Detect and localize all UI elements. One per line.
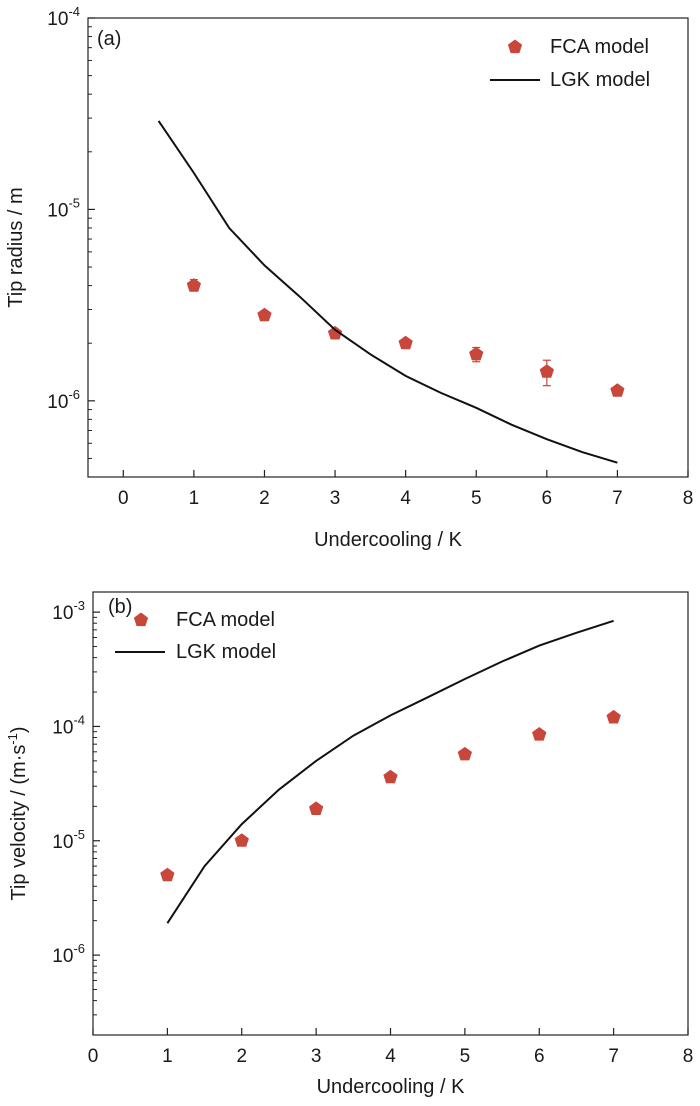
y-tick-label: 10-4	[52, 712, 85, 738]
x-tick-label: 7	[612, 488, 623, 509]
x-tick-label: 5	[471, 488, 482, 509]
y-tick-base: 10	[52, 946, 73, 967]
x-tick-label: 8	[683, 488, 694, 509]
x-tick-label: 6	[534, 1046, 545, 1067]
fca-model-point	[398, 335, 413, 350]
x-tick-label: 1	[162, 1046, 173, 1067]
legend-fca-label: FCA model	[550, 36, 649, 58]
fca-model-point	[383, 769, 398, 784]
legend: FCA model LGK model	[115, 609, 276, 663]
y-tick-label: 10-5	[47, 195, 80, 221]
y-tick-exponent: -4	[68, 4, 80, 19]
fca-model-point	[469, 346, 484, 361]
legend-lgk-label: LGK model	[550, 69, 650, 91]
y-tick-base: 10	[52, 832, 73, 853]
x-tick-label: 7	[608, 1046, 619, 1067]
y-axis-title-text: Tip radius / m	[5, 187, 27, 307]
y-tick-exponent: -5	[73, 827, 85, 842]
y-tick-exponent: -4	[73, 712, 85, 727]
lgk-model-line	[166, 619, 614, 924]
fca-model-point	[610, 383, 625, 397]
x-axis-title: Undercooling / K	[317, 1076, 466, 1098]
legend-fca-marker	[507, 39, 523, 54]
fca-model-point	[160, 867, 175, 882]
fca-model-point	[532, 727, 547, 741]
fca-model-point	[539, 364, 554, 378]
x-tick-label: 2	[259, 488, 270, 509]
x-tick-label: 8	[683, 1046, 694, 1067]
y-tick-exponent: -6	[73, 941, 85, 956]
y-tick-label: 10-6	[52, 941, 85, 967]
legend-fca-label: FCA model	[176, 609, 275, 631]
y-tick-exponent: -5	[68, 195, 80, 210]
fca-model-point	[234, 833, 249, 847]
lgk-model-line	[157, 120, 618, 464]
x-tick-label: 5	[460, 1046, 471, 1067]
y-tick-base: 10	[52, 717, 73, 738]
x-tick-label: 1	[189, 488, 200, 509]
x-tick-label: 3	[330, 488, 341, 509]
panel-label: (b)	[108, 596, 132, 618]
fca-model-point	[257, 307, 272, 322]
plot-frame	[87, 17, 689, 478]
y-tick-base: 10	[47, 200, 68, 221]
y-axis-title: Tip radius / m	[5, 187, 27, 307]
x-axis-title: Undercooling / K	[314, 529, 463, 551]
x-tick-label: 3	[311, 1046, 322, 1067]
fca-model-point	[309, 801, 324, 815]
y-tick-base: 10	[47, 392, 68, 413]
y-tick-base: 10	[52, 603, 73, 624]
y-axis-title-text: Tip velocity / (m·s	[8, 745, 30, 901]
x-tick-label: 0	[88, 1046, 99, 1067]
y-axis-title-exponent: -1	[5, 733, 20, 745]
y-tick-label: 10-5	[52, 827, 85, 853]
fca-model-point	[327, 325, 343, 340]
legend-fca-marker	[133, 612, 149, 627]
y-tick-label: 10-4	[47, 4, 80, 30]
fca-model-point	[606, 709, 621, 724]
y-tick-label: 10-3	[52, 598, 85, 624]
x-tick-label: 6	[542, 488, 553, 509]
x-tick-label: 0	[118, 488, 129, 509]
fca-model-point	[457, 746, 472, 761]
y-axis-title: Tip velocity / (m·s-1)	[5, 726, 30, 900]
legend: FCA model LGK model	[490, 36, 650, 91]
legend-lgk-label: LGK model	[176, 641, 276, 663]
y-axis-title-close: )	[8, 726, 30, 733]
x-tick-label: 4	[400, 488, 411, 509]
y-tick-base: 10	[47, 9, 68, 30]
fca-model-point	[186, 278, 201, 292]
y-tick-exponent: -6	[68, 387, 80, 402]
x-tick-label: 4	[385, 1046, 396, 1067]
x-tick-label: 2	[236, 1046, 247, 1067]
y-tick-label: 10-6	[47, 387, 80, 413]
panel-label: (a)	[97, 28, 121, 50]
y-tick-exponent: -3	[73, 598, 85, 613]
